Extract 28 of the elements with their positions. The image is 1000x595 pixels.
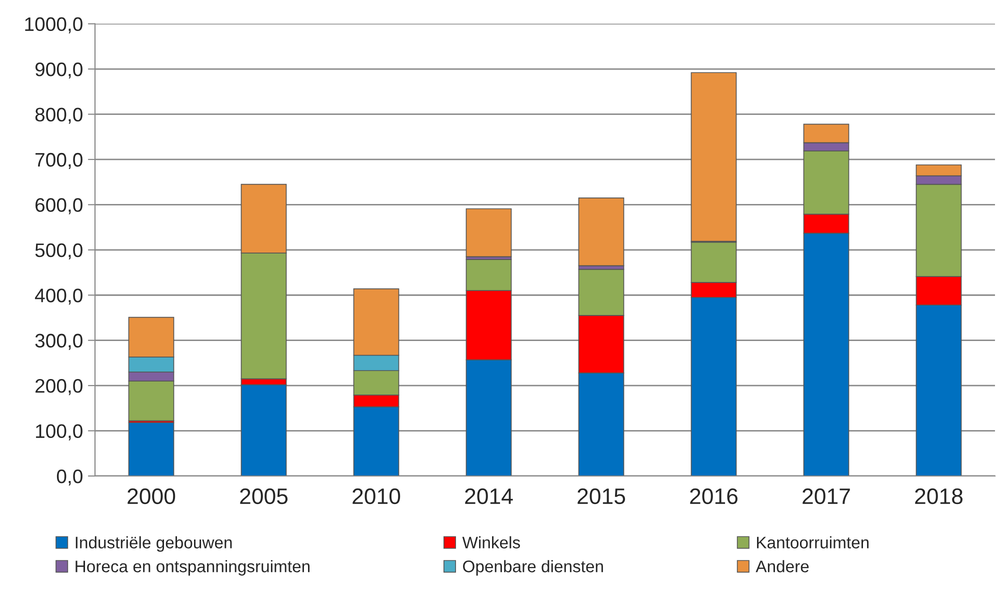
y-tick-label: 700,0 xyxy=(36,152,82,169)
x-tick-label: 2017 xyxy=(802,488,850,504)
y-tick-label: 800,0 xyxy=(35,108,82,124)
y-tick-label: 600,0 xyxy=(36,198,82,214)
bar xyxy=(578,197,624,266)
legend-label: Openbare diensten xyxy=(463,560,603,576)
y-tick-label: 500,0 xyxy=(35,243,82,260)
y-tick-label: 1000,0 xyxy=(25,17,82,34)
x-tick-label: 2016 xyxy=(690,488,738,504)
bar xyxy=(128,422,174,476)
y-tick-label: 400,0 xyxy=(34,288,82,305)
x-tick-label: 2010 xyxy=(352,488,400,504)
y-tick-label: 0,0 xyxy=(56,469,82,486)
x-tick-label: 2005 xyxy=(240,488,288,504)
legend-label: Kantoorruimten xyxy=(757,536,869,548)
y-tick-label: 200,0 xyxy=(36,379,82,396)
y-tick-label: 100,0 xyxy=(36,424,82,440)
legend-label: Andere xyxy=(756,560,809,572)
x-tick-label: 2014 xyxy=(465,488,513,504)
y-tick-label: 300,0 xyxy=(35,334,82,350)
legend-label: Winkels xyxy=(462,536,520,548)
bar xyxy=(466,208,512,258)
x-tick-label: 2015 xyxy=(578,488,626,504)
x-tick-label: 2018 xyxy=(915,488,963,504)
y-tick-label: 900,0 xyxy=(35,62,82,79)
x-tick-label: 2000 xyxy=(128,488,176,504)
legend-label: Industriële gebouwen xyxy=(76,536,232,552)
legend-label: Horeca en ontspanningsruimten xyxy=(76,560,310,576)
